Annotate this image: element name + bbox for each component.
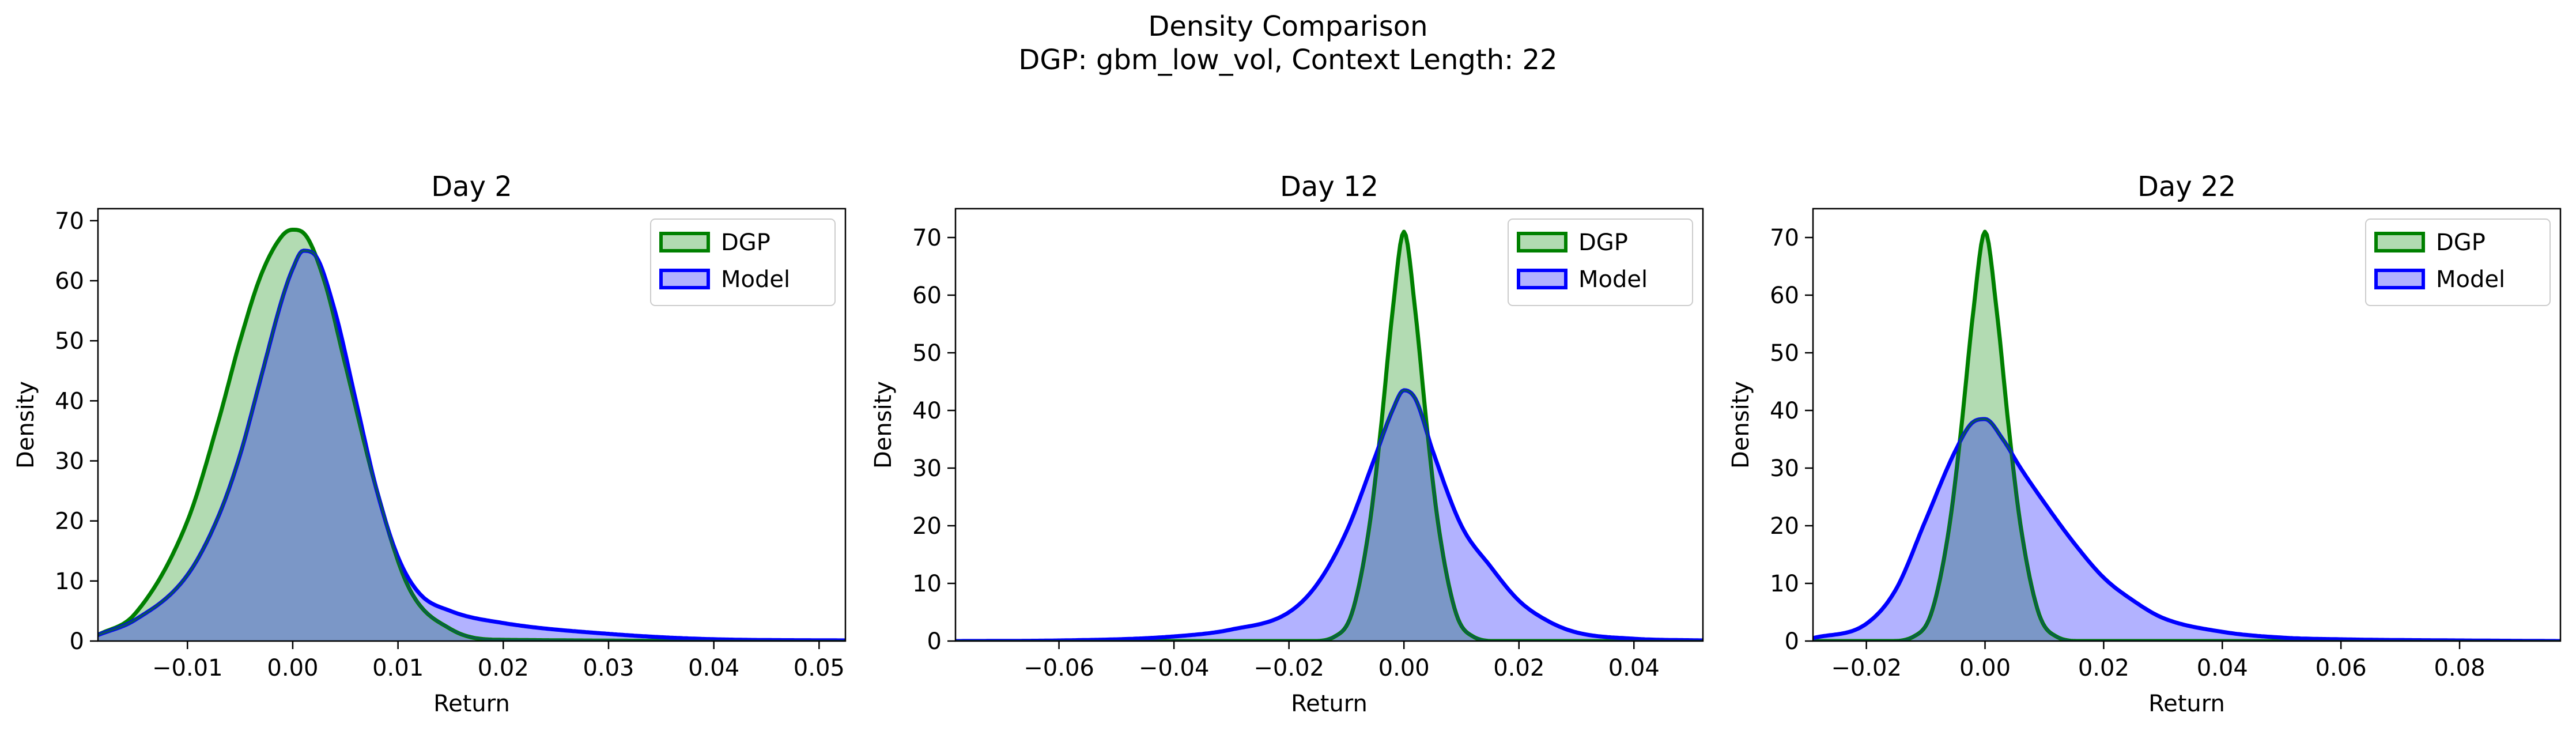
x-tick-label: −0.01: [152, 655, 223, 681]
subplot-title: Day 22: [2137, 171, 2236, 203]
x-axis-label: Return: [433, 691, 510, 717]
y-tick-label: 60: [1770, 282, 1799, 309]
axes-frame: [1812, 208, 2562, 642]
axes-frame: [954, 208, 1704, 642]
plot-area: [1813, 229, 2560, 641]
y-tick-label: 50: [55, 328, 84, 355]
x-tick-label: 0.06: [2316, 655, 2367, 681]
x-tick-label: 0.04: [2197, 655, 2248, 681]
x-tick-label: 0.04: [1608, 655, 1660, 681]
subplot-2: −0.06 −0.04 −0.02 0.00 0.02 0.04 0 10 20 30 40 50 60…: [870, 171, 1704, 717]
legend-swatch: [659, 269, 710, 289]
subplot-3: −0.02 0.00 0.02 0.04 0.06 0.08 0 10 20 30 40 50 60 70…: [1728, 171, 2562, 717]
x-tick-label: −0.02: [1831, 655, 1902, 681]
y-tick-label: 20: [912, 513, 942, 540]
x-tick-label: −0.04: [1139, 655, 1210, 681]
overlap-edge-line: [955, 389, 1703, 641]
x-axis-label: Return: [1291, 691, 1368, 717]
y-tick-label: 30: [912, 455, 942, 482]
y-tick-label: 30: [1770, 455, 1799, 482]
y-tick-label: 0: [70, 628, 84, 655]
legend: DGP Model: [650, 218, 836, 306]
y-axis-label: Density: [870, 381, 897, 469]
legend: DGP Model: [1508, 218, 1693, 306]
plot-area: [955, 229, 1703, 641]
x-tick-label: 0.02: [478, 655, 529, 681]
y-tick-label: 0: [1785, 628, 1799, 655]
y-tick-label: 50: [912, 340, 942, 367]
x-tick-label: 0.01: [372, 655, 424, 681]
legend-swatch: [1517, 232, 1567, 252]
figure-subtitle: DGP: gbm_low_vol, Context Length: 22: [1018, 44, 1557, 76]
y-tick-label: 10: [55, 568, 84, 595]
subplot-1: −0.01 0.00 0.01 0.02 0.03 0.04 0.05 0 10 20 30 40 50…: [13, 171, 847, 717]
y-axis-label: Density: [1728, 381, 1754, 469]
y-tick-label: 70: [55, 208, 84, 235]
y-tick-label: 10: [912, 571, 942, 597]
y-tick-label: 60: [912, 282, 942, 309]
overlap-fill: [98, 250, 845, 641]
y-tick-label: 70: [912, 225, 942, 251]
x-tick-label: −0.06: [1023, 655, 1094, 681]
x-tick-label: −0.02: [1253, 655, 1324, 681]
x-axis-label: Return: [2148, 691, 2225, 717]
y-tick-label: 40: [912, 398, 942, 424]
axes-frame: [97, 208, 847, 642]
y-tick-label: 40: [55, 388, 84, 414]
x-tick-label: 0.08: [2434, 655, 2485, 681]
model-fill: [1813, 419, 2560, 641]
legend-label: DGP: [2436, 229, 2486, 256]
legend-label: DGP: [721, 229, 770, 256]
y-tick-label: 10: [1770, 571, 1799, 597]
subplot-title: Day 2: [431, 171, 512, 203]
y-axis-label: Density: [13, 381, 39, 469]
x-tick-label: 0.00: [267, 655, 318, 681]
subplots: −0.01 0.00 0.01 0.02 0.03 0.04 0.05 0 10 20 30 40 50…: [13, 171, 2562, 717]
legend-swatch: [659, 232, 710, 252]
x-tick-label: 0.02: [2078, 655, 2129, 681]
y-tick-label: 20: [55, 508, 84, 535]
y-tick-label: 40: [1770, 398, 1799, 424]
legend-label: DGP: [1578, 229, 1628, 256]
x-tick-label: 0.04: [688, 655, 739, 681]
y-tick-label: 50: [1770, 340, 1799, 367]
legend: DGP Model: [2365, 218, 2551, 306]
y-tick-label: 20: [1770, 513, 1799, 540]
y-tick-label: 70: [1770, 225, 1799, 251]
legend-label: Model: [2436, 266, 2505, 293]
x-tick-label: 0.05: [794, 655, 845, 681]
y-tick-label: 30: [55, 448, 84, 475]
legend-swatch: [2374, 232, 2425, 252]
legend-label: Model: [1578, 266, 1648, 293]
y-tick-label: 0: [927, 628, 942, 655]
y-tick-label: 60: [55, 268, 84, 295]
x-tick-label: 0.00: [1959, 655, 2011, 681]
legend-label: Model: [721, 266, 790, 293]
legend-swatch: [1517, 269, 1567, 289]
legend-swatch: [2374, 269, 2425, 289]
x-tick-label: 0.02: [1493, 655, 1544, 681]
subplot-title: Day 12: [1280, 171, 1378, 203]
overlap-fill: [1813, 419, 2560, 641]
x-tick-label: 0.00: [1378, 655, 1430, 681]
x-tick-label: 0.03: [583, 655, 634, 681]
figure-title: Density Comparison: [1148, 10, 1427, 43]
model-fill: [955, 390, 1703, 641]
plot-area: [98, 228, 845, 641]
overlap-edge-line: [1813, 418, 2560, 641]
